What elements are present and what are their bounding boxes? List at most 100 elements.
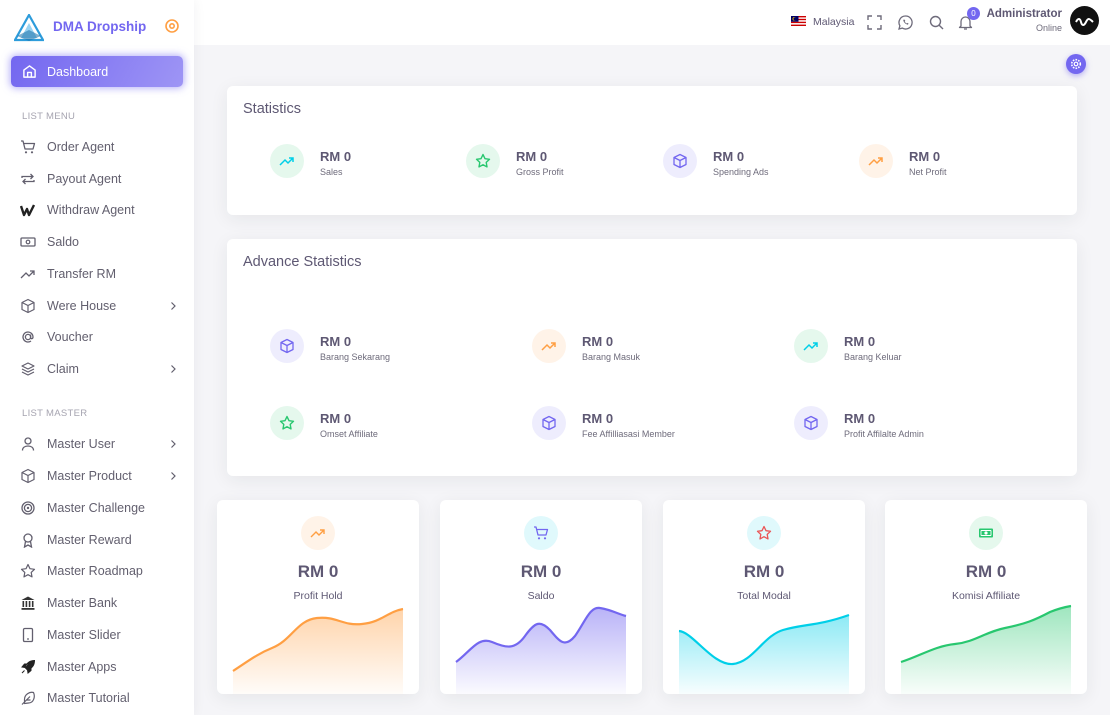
stat-spending-ads: RM 0 Spending Ads <box>663 144 863 180</box>
stat-icon-circle <box>532 406 566 440</box>
at-icon <box>22 331 34 343</box>
fullscreen-icon[interactable] <box>866 14 883 31</box>
nav-master-tutorial[interactable]: Master Tutorial <box>20 687 180 709</box>
notification-badge: 0 <box>967 7 980 20</box>
nav-withdraw-agent[interactable]: Withdraw Agent <box>20 199 180 221</box>
stat-value: RM 0 <box>582 334 614 349</box>
statistics-card: Statistics RM 0 Sales RM 0 Gross Profit … <box>227 86 1077 215</box>
stat-barang-keluar: RM 0 Barang Keluar <box>794 329 994 365</box>
stat-value: RM 0 <box>320 411 352 426</box>
award-icon <box>23 533 33 548</box>
user-name[interactable]: Administrator <box>986 8 1062 20</box>
cash-icon <box>979 528 993 538</box>
nav-transfer-rm[interactable]: Transfer RM <box>20 263 180 285</box>
nav-label: Transfer RM <box>47 267 116 281</box>
nav-were-house[interactable]: Were House <box>20 295 180 317</box>
nav-saldo[interactable]: Saldo <box>20 231 180 253</box>
nav-label: Order Agent <box>47 140 115 154</box>
stat-value: RM 0 <box>320 334 352 349</box>
stat-label: Net Profit <box>909 167 947 177</box>
nav-label: Master Roadmap <box>47 564 143 578</box>
stat-label: Barang Masuk <box>582 352 641 362</box>
trending-up-icon <box>541 342 556 351</box>
nav-master-bank[interactable]: Master Bank <box>20 592 180 614</box>
avatar[interactable] <box>1070 6 1099 35</box>
home-icon <box>23 65 36 78</box>
repeat-icon <box>21 173 35 185</box>
nav-label: Master Apps <box>47 660 117 674</box>
mini-icon-circle <box>524 516 558 550</box>
nav-voucher[interactable]: Voucher <box>20 326 180 348</box>
stat-value: RM 0 <box>844 334 876 349</box>
whatsapp-icon[interactable] <box>897 14 914 31</box>
nav-label: Master Reward <box>47 533 132 547</box>
toggle-sidebar-icon[interactable] <box>164 18 180 34</box>
nav-master-product[interactable]: Master Product <box>20 465 180 487</box>
nav-label: Master Bank <box>47 596 118 610</box>
stat-value: RM 0 <box>844 411 876 426</box>
gear-icon <box>1070 58 1082 70</box>
nav-label: Withdraw Agent <box>47 203 135 217</box>
trending-up-icon <box>868 157 883 166</box>
stat-sales: RM 0 Sales <box>270 144 470 180</box>
customizer-button[interactable] <box>1066 54 1086 74</box>
stat-label: Profit Affilalte Admin <box>844 429 924 439</box>
nav-label: Claim <box>47 362 79 376</box>
target-icon <box>21 501 35 515</box>
sparkline-saldo <box>455 606 627 694</box>
malaysia-flag-icon <box>791 16 806 26</box>
nav-master-user[interactable]: Master User <box>20 433 180 455</box>
stat-icon-circle <box>663 144 697 178</box>
avatar-logo-icon <box>1075 18 1094 26</box>
topbar: Malaysia 0 Administrator Online <box>194 0 1110 45</box>
mini-card-profit-hold: RM 0 Profit Hold <box>217 500 419 694</box>
nav-order-agent[interactable]: Order Agent <box>20 136 180 158</box>
trending-up-icon <box>279 157 294 166</box>
user-icon <box>21 437 35 451</box>
mini-value: RM 0 <box>520 562 562 581</box>
stat-value: RM 0 <box>320 149 352 164</box>
mini-label: Total Modal <box>737 590 791 602</box>
nav-label: Saldo <box>47 235 79 249</box>
mini-label: Profit Hold <box>293 590 343 602</box>
stat-label: Spending Ads <box>713 167 769 177</box>
rocket-icon <box>21 659 36 674</box>
advance-statistics-title: Advance Statistics <box>243 254 362 270</box>
sparkline-total-modal <box>678 613 850 694</box>
brand[interactable]: DMA Dropship <box>14 14 184 42</box>
mini-label: Komisi Affiliate <box>951 590 1021 602</box>
stat-label: Gross Profit <box>516 167 564 177</box>
nav-dashboard[interactable]: Dashboard <box>11 56 183 87</box>
nav-master-reward[interactable]: Master Reward <box>20 529 180 551</box>
trending-up-icon <box>803 342 818 351</box>
nav-label: Payout Agent <box>47 172 122 186</box>
nav-label: Master User <box>47 437 116 451</box>
advance-statistics-card: Advance Statistics RM 0 Barang Sekarang … <box>227 239 1077 476</box>
box-icon <box>21 298 35 314</box>
user-status: Online <box>1035 23 1062 33</box>
nav-master-apps[interactable]: Master Apps <box>20 656 180 678</box>
mini-value: RM 0 <box>297 562 339 581</box>
star-icon <box>475 153 491 168</box>
stat-value: RM 0 <box>582 411 614 426</box>
logo-icon <box>14 14 44 42</box>
search-icon[interactable] <box>928 14 945 31</box>
nav-master-roadmap[interactable]: Master Roadmap <box>20 560 180 582</box>
nav-label: Master Challenge <box>47 501 145 515</box>
mini-label: Saldo <box>527 590 555 602</box>
stat-barang-masuk: RM 0 Barang Masuk <box>532 329 732 365</box>
nav-master-challenge[interactable]: Master Challenge <box>20 497 180 519</box>
box-icon <box>542 415 556 431</box>
language-selector[interactable]: Malaysia <box>813 16 855 28</box>
section-list-master: LIST MASTER <box>22 408 88 419</box>
box-icon <box>280 338 294 354</box>
wallet-w-icon <box>20 204 36 217</box>
statistics-title: Statistics <box>243 101 302 117</box>
trending-up-icon <box>20 270 35 279</box>
chevron-right-icon <box>171 440 176 448</box>
nav-payout-agent[interactable]: Payout Agent <box>20 168 180 190</box>
layers-icon <box>21 362 35 376</box>
nav-master-slider[interactable]: Master Slider <box>20 624 180 646</box>
nav-claim[interactable]: Claim <box>20 358 180 380</box>
nav-label: Voucher <box>47 330 93 344</box>
